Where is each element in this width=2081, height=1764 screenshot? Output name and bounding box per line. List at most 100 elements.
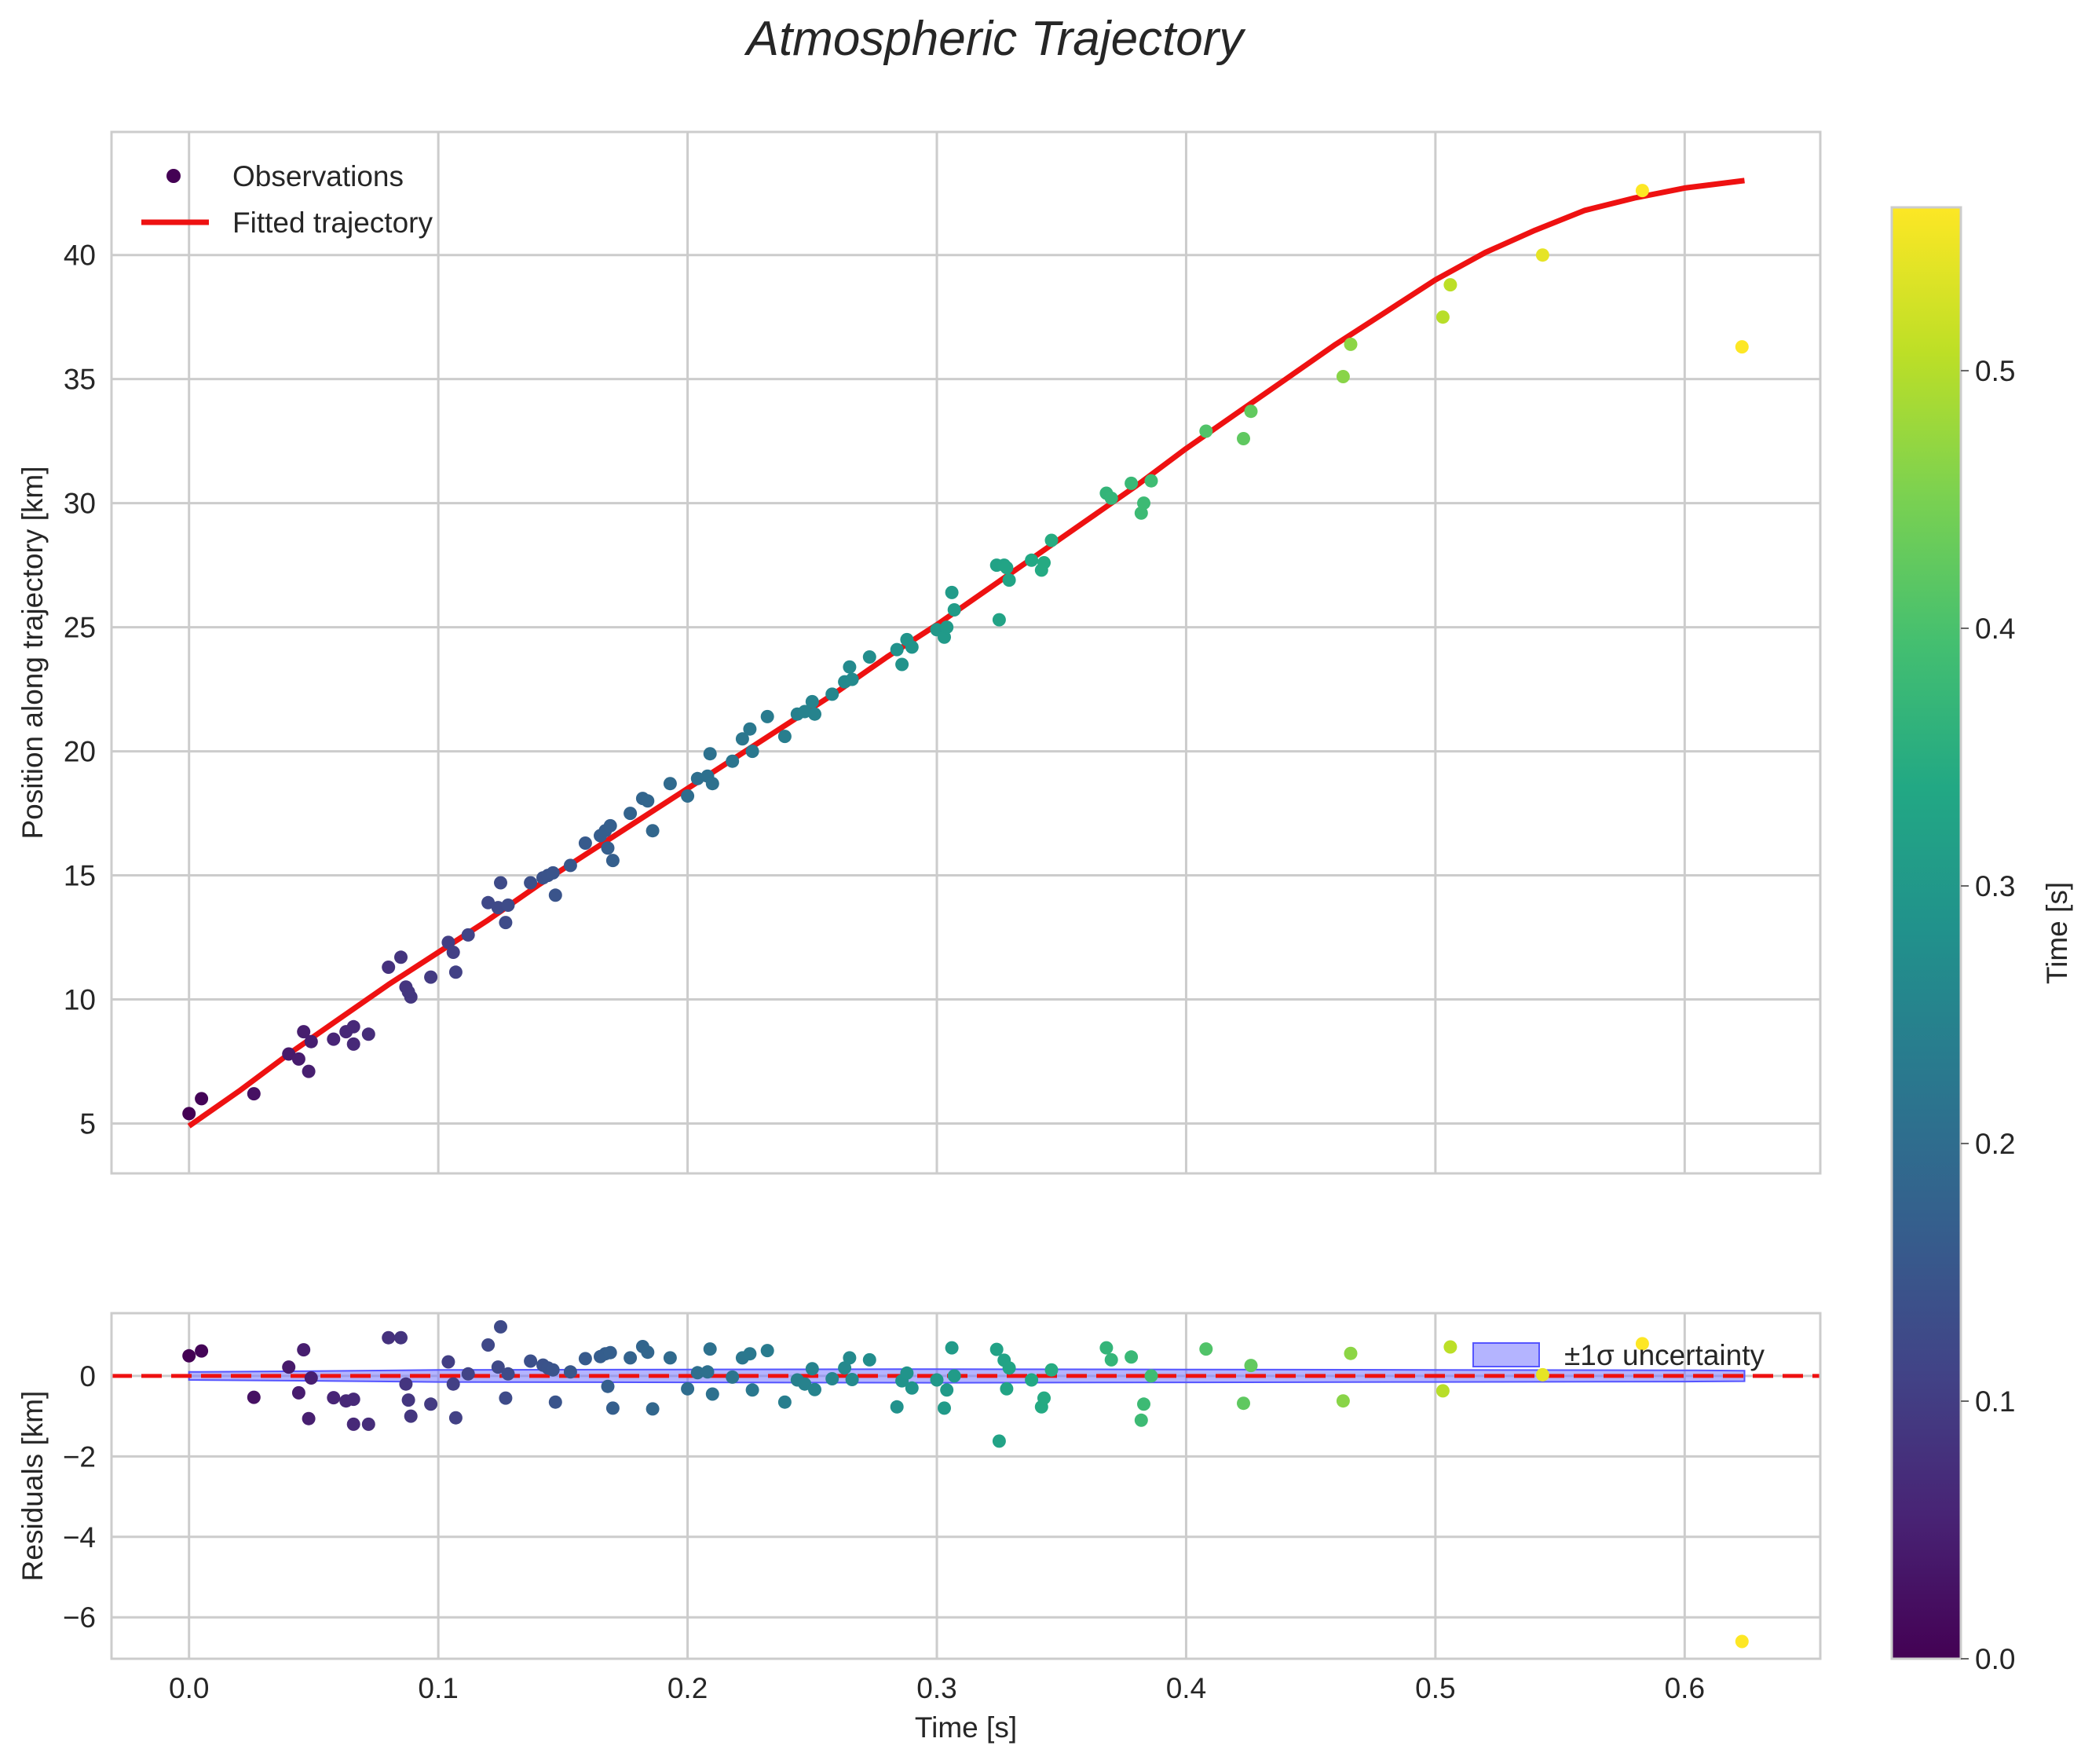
observation-point xyxy=(1044,533,1059,547)
legend-uncertainty-swatch xyxy=(1472,1342,1540,1367)
residual-point xyxy=(703,1342,717,1356)
observation-point xyxy=(1244,404,1258,419)
observation-point xyxy=(494,876,507,890)
x-tick-label: 0.6 xyxy=(1665,1672,1705,1704)
residual-point xyxy=(1244,1359,1258,1373)
bottom-y-axis-label: Residuals [km] xyxy=(16,1391,49,1582)
observation-point xyxy=(302,1064,316,1078)
observation-point xyxy=(346,1019,360,1034)
x-tick-label: 0.2 xyxy=(667,1672,708,1704)
observation-point xyxy=(1000,561,1014,575)
residual-point xyxy=(382,1330,396,1345)
observation-point xyxy=(735,732,749,746)
residual-point xyxy=(1237,1396,1250,1411)
residual-point xyxy=(404,1409,418,1423)
observation-point xyxy=(1535,248,1549,262)
observation-point xyxy=(992,613,1006,627)
residual-point xyxy=(641,1345,655,1360)
observation-point xyxy=(1336,370,1350,383)
residual-point xyxy=(760,1344,774,1358)
observation-point xyxy=(346,1037,360,1051)
residual-point xyxy=(461,1367,475,1381)
residual-point xyxy=(1025,1373,1039,1387)
observation-point xyxy=(940,620,954,635)
observation-point xyxy=(304,1034,318,1049)
residual-point xyxy=(578,1352,592,1366)
residual-point xyxy=(446,1377,460,1391)
top-y-tick-label: 5 xyxy=(79,1107,96,1140)
observation-point xyxy=(291,1052,305,1066)
residual-point xyxy=(700,1365,715,1379)
observation-point xyxy=(703,747,717,761)
residual-point xyxy=(1435,1384,1450,1398)
residual-point xyxy=(1635,1337,1649,1351)
residual-point xyxy=(845,1373,859,1386)
residual-point xyxy=(843,1351,857,1365)
bottom-y-tick-labels: 0 −2 −4 −6 xyxy=(63,1360,96,1634)
x-tick-label: 0.1 xyxy=(418,1672,458,1704)
residual-point xyxy=(743,1347,757,1361)
observation-point xyxy=(448,965,463,979)
residual-point xyxy=(1037,1391,1051,1405)
x-tick-label: 0.5 xyxy=(1415,1672,1455,1704)
legend-uncertainty-label: ±1σ uncertainty xyxy=(1564,1339,1765,1371)
legend-fitted-label: Fitted trajectory xyxy=(232,207,433,239)
residual-point xyxy=(838,1361,852,1375)
colorbar-tick-label: 0.5 xyxy=(1975,355,2015,387)
observation-point xyxy=(1237,432,1250,445)
top-axes: 5 10 15 20 25 30 35 40 Position along trajector… xyxy=(16,130,1822,1175)
residual-point xyxy=(247,1390,261,1404)
observation-point xyxy=(327,1032,341,1046)
observation-point xyxy=(825,687,839,701)
top-y-tick-labels: 5 10 15 20 25 30 35 40 xyxy=(64,240,96,1140)
observation-point xyxy=(601,841,615,855)
residual-point xyxy=(1002,1361,1016,1375)
residual-point xyxy=(346,1393,360,1407)
top-gridlines xyxy=(112,132,1820,1173)
bottom-y-tick-label: 0 xyxy=(79,1360,96,1393)
residual-point xyxy=(548,1395,562,1409)
observation-points xyxy=(182,184,1749,1121)
observation-point xyxy=(843,660,857,674)
observation-point xyxy=(361,1027,375,1041)
observation-point xyxy=(404,990,418,1004)
residual-point xyxy=(938,1401,951,1415)
residual-point xyxy=(297,1343,311,1357)
residual-point xyxy=(448,1411,463,1425)
residual-point xyxy=(346,1417,360,1431)
bottom-axes-frame xyxy=(110,1312,1822,1660)
observation-point xyxy=(681,789,695,803)
residual-point xyxy=(424,1397,438,1411)
top-y-tick-label: 30 xyxy=(64,488,96,520)
colorbar-tick-label: 0.4 xyxy=(1975,613,2015,645)
observation-point xyxy=(624,807,638,821)
observation-point xyxy=(546,866,560,880)
observation-point xyxy=(524,876,538,890)
observation-point xyxy=(563,858,577,873)
observation-point xyxy=(938,630,951,644)
residual-point xyxy=(992,1434,1006,1448)
observation-point xyxy=(548,888,562,902)
residual-point xyxy=(1336,1394,1350,1408)
residual-point xyxy=(546,1363,560,1377)
residual-point xyxy=(945,1341,959,1355)
colorbar-tick-label: 0.1 xyxy=(1975,1385,2015,1418)
observation-point xyxy=(461,928,475,942)
bottom-y-tick-label: −6 xyxy=(63,1601,96,1634)
observation-point xyxy=(690,771,704,785)
observation-point xyxy=(424,970,438,984)
residual-point xyxy=(808,1382,821,1396)
observation-point xyxy=(195,1092,209,1106)
residual-point xyxy=(499,1391,513,1405)
colorbar-tick-label: 0.3 xyxy=(1975,870,2015,902)
observation-point xyxy=(1144,474,1158,488)
residual-point xyxy=(1144,1369,1158,1383)
observation-point xyxy=(1137,496,1150,511)
residual-point xyxy=(862,1352,876,1367)
observation-point xyxy=(603,818,617,833)
observation-point xyxy=(1134,506,1148,520)
residual-point xyxy=(394,1330,408,1345)
residual-point xyxy=(1000,1382,1014,1396)
observation-point xyxy=(394,950,408,964)
residual-point xyxy=(1535,1367,1549,1382)
